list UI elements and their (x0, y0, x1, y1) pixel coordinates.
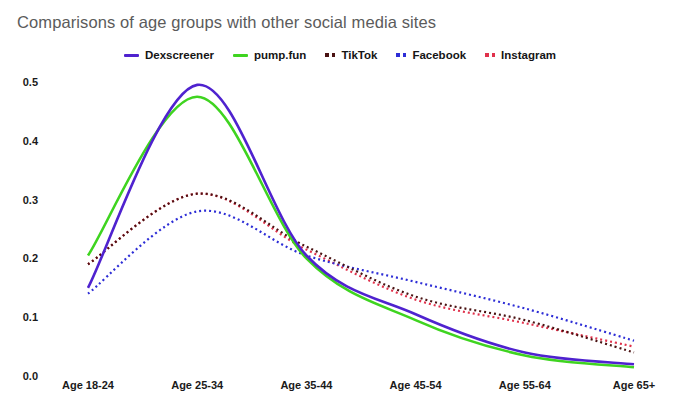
line-chart-canvas[interactable] (0, 0, 680, 418)
series-line-pump-fun (88, 97, 634, 368)
y-axis-tick-label: 0.5 (6, 76, 38, 88)
x-axis-tick-label: Age 18-24 (48, 379, 128, 391)
series-line-tiktok (88, 194, 634, 353)
chart-container: Comparisons of age groups with other soc… (0, 0, 680, 418)
x-axis-tick-label: Age 35-44 (266, 379, 346, 391)
y-axis-tick-label: 0.2 (6, 252, 38, 264)
y-axis-tick-label: 0.1 (6, 311, 38, 323)
y-axis-tick-label: 0.0 (6, 370, 38, 382)
x-axis-tick-label: Age 65+ (594, 379, 674, 391)
y-axis-tick-label: 0.4 (6, 135, 38, 147)
x-axis-tick-label: Age 25-34 (157, 379, 237, 391)
y-axis-tick-label: 0.3 (6, 194, 38, 206)
series-line-instagram (88, 194, 634, 347)
x-axis-tick-label: Age 45-54 (376, 379, 456, 391)
series-line-dexscreener (88, 85, 634, 364)
x-axis-tick-label: Age 55-64 (485, 379, 565, 391)
